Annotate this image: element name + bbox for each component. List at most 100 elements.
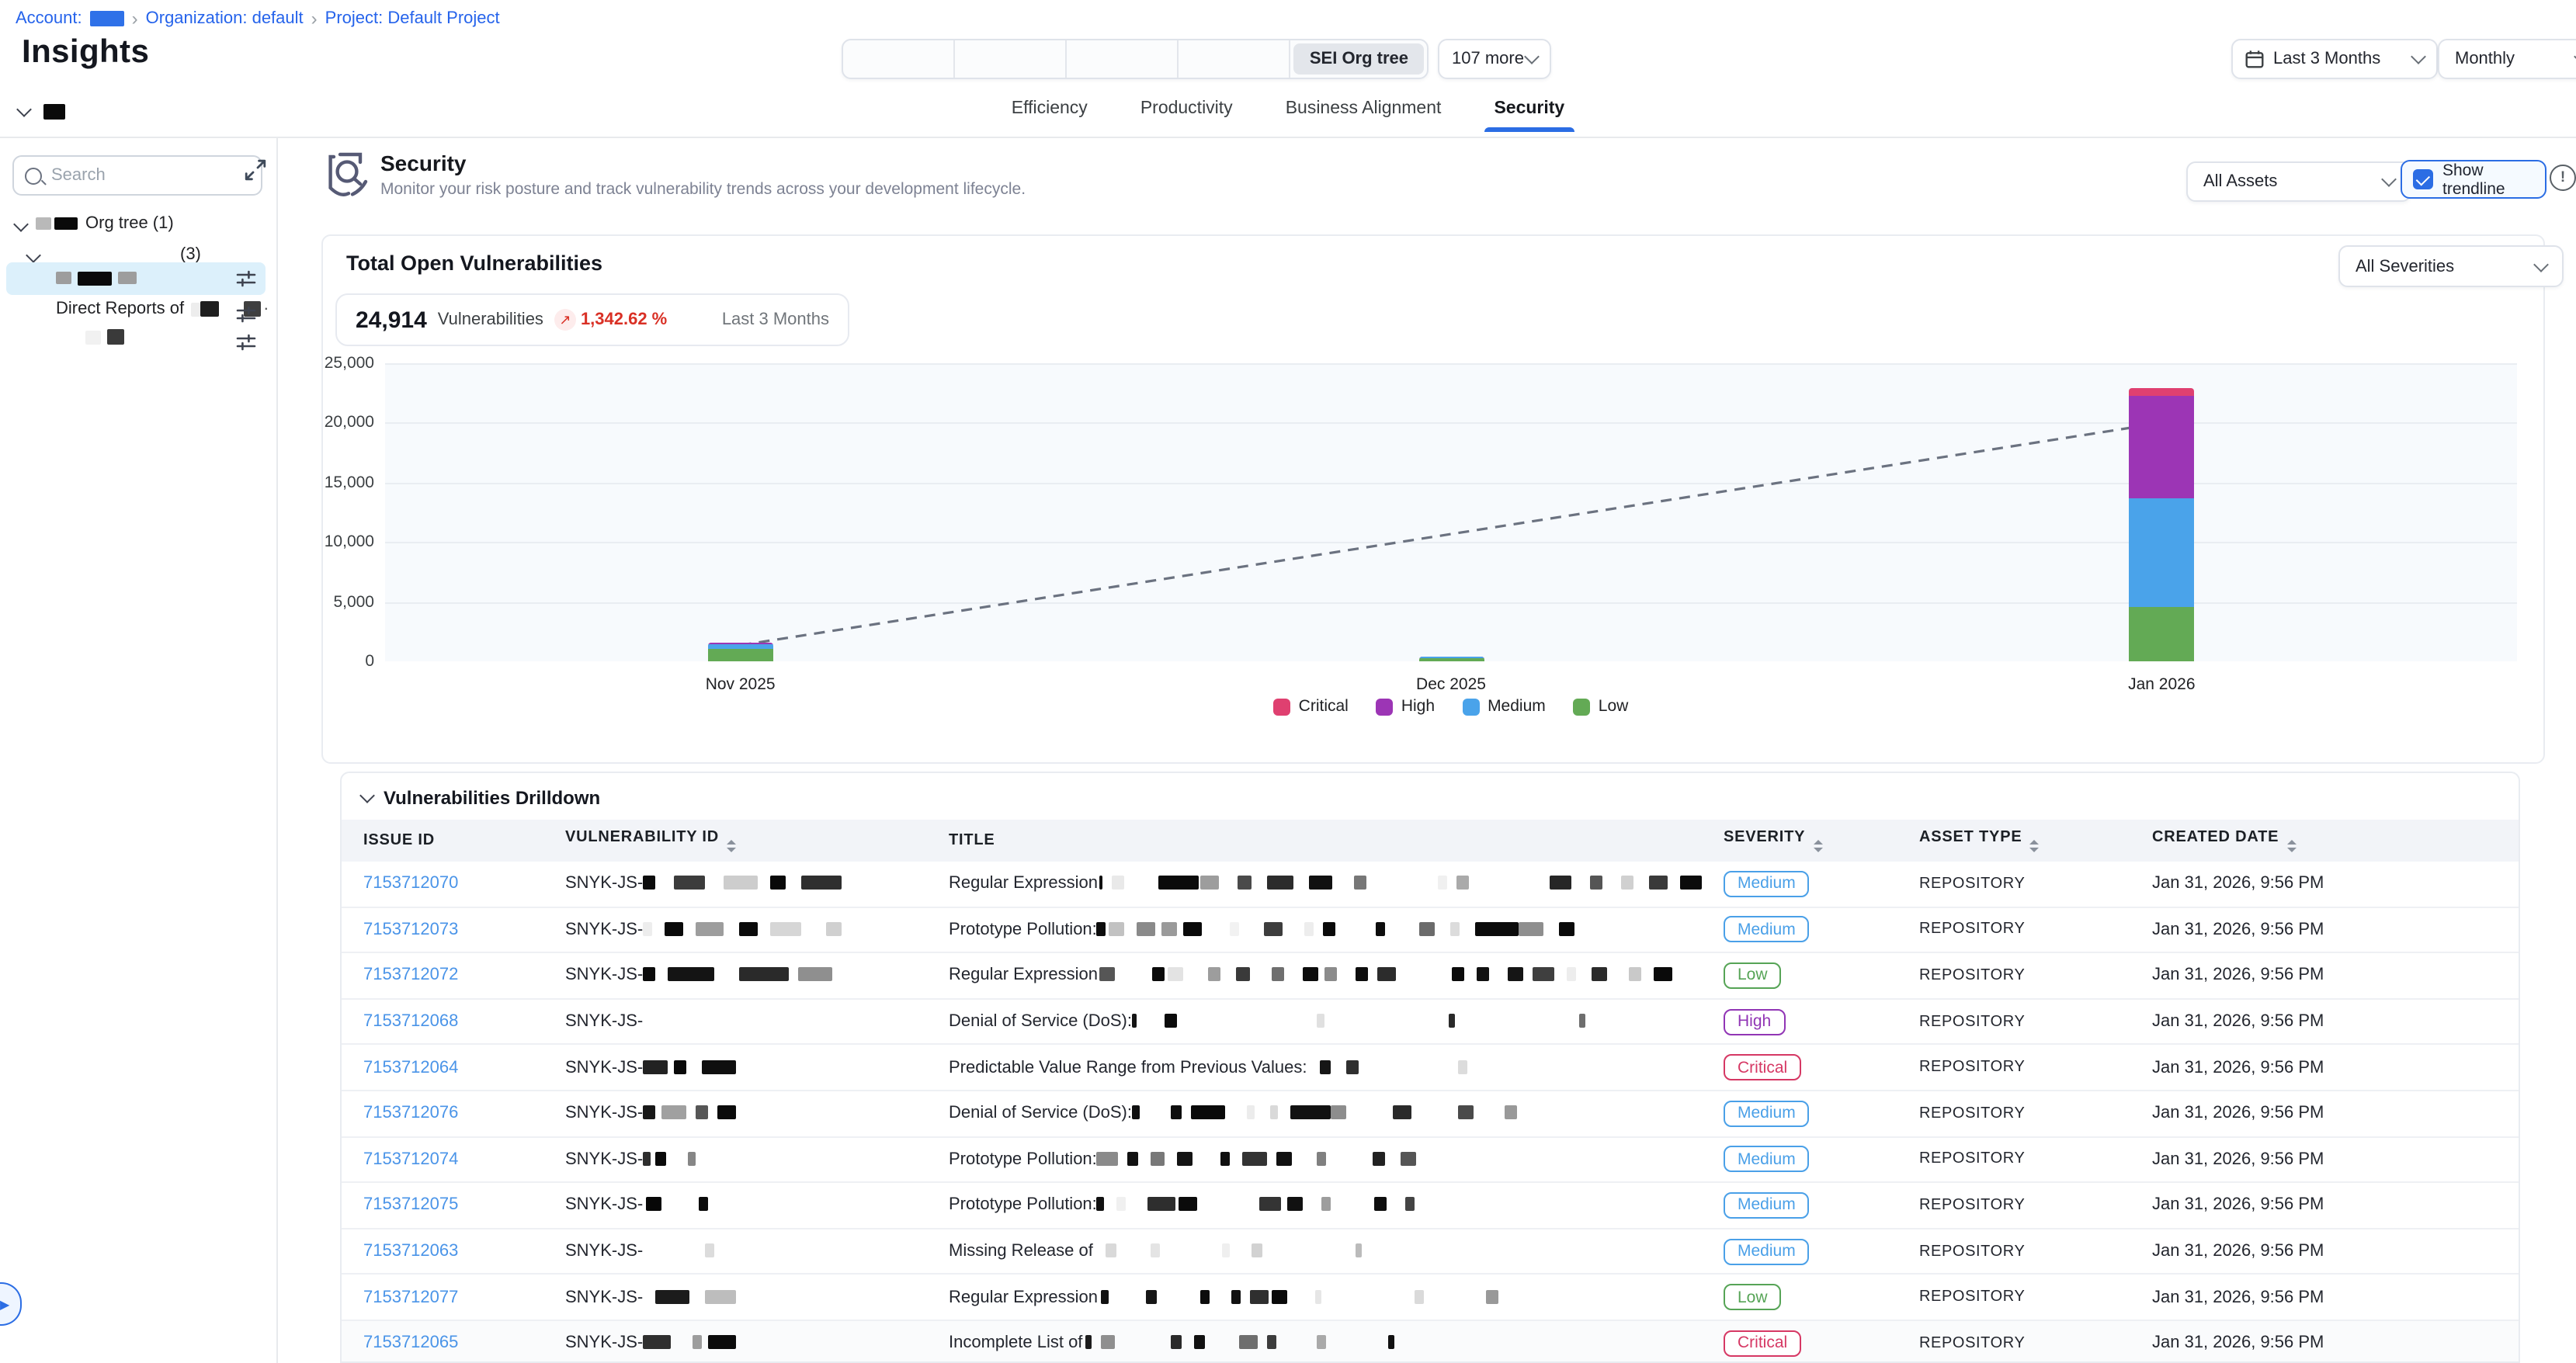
- created-date-cell: Jan 31, 2026, 9:56 PM: [2152, 1012, 2324, 1032]
- tree-root-row[interactable]: Org tree (1): [13, 214, 174, 233]
- vulnerability-id-cell: SNYK-JS-: [565, 1150, 949, 1169]
- issue-id-link[interactable]: 7153712073: [363, 920, 459, 939]
- issue-id-link[interactable]: 7153712072: [363, 966, 459, 985]
- info-icon[interactable]: !: [2550, 165, 2576, 191]
- breadcrumb-account[interactable]: Account:: [16, 9, 82, 28]
- issue-id-link[interactable]: 7153712063: [363, 1242, 459, 1261]
- breadcrumb-project[interactable]: Project: Default Project: [325, 9, 500, 28]
- table-row[interactable]: 7153712076 SNYK-JS- Denial of Service (DoS…: [342, 1091, 2519, 1138]
- table-row[interactable]: 7153712077 SNYK-JS- Regular Expression Low R…: [342, 1275, 2519, 1321]
- redacted-block: [688, 1151, 696, 1166]
- issue-id-cell: 7153712072: [342, 966, 565, 985]
- stacked-bar-jan-2026[interactable]: [2129, 388, 2195, 661]
- table-row[interactable]: 7153712068 SNYK-JS- Denial of Service (DoS…: [342, 1000, 2519, 1046]
- table-row[interactable]: 7153712075 SNYK-JS- Prototype Pollution: Me…: [342, 1183, 2519, 1229]
- issue-id-link[interactable]: 7153712074: [363, 1150, 459, 1169]
- org-unit-segment[interactable]: [1179, 40, 1291, 78]
- redacted-block: [1456, 876, 1469, 890]
- issue-id-link[interactable]: 7153712077: [363, 1288, 459, 1307]
- tree-item-direct-reports[interactable]: Direct Reports of ·: [56, 300, 269, 318]
- stacked-bar-dec-2025[interactable]: [1418, 656, 1484, 661]
- drilldown-header[interactable]: Vulnerabilities Drilldown: [342, 773, 2519, 820]
- sort-icon[interactable]: [2286, 840, 2297, 852]
- org-unit-segment[interactable]: [1067, 40, 1179, 78]
- table-row[interactable]: 7153712072 SNYK-JS- Regular Expression Low R…: [342, 953, 2519, 1000]
- date-range-select[interactable]: Last 3 Months: [2231, 39, 2438, 79]
- issue-id-link[interactable]: 7153712068: [363, 1012, 459, 1032]
- search-icon: [25, 167, 42, 184]
- column-header-label: VULNERABILITY ID: [565, 829, 719, 847]
- redacted-block: [1161, 921, 1178, 936]
- title-cell: Prototype Pollution:: [949, 921, 1724, 939]
- assets-filter-select[interactable]: All Assets: [2186, 161, 2411, 202]
- tab-productivity[interactable]: Productivity: [1140, 99, 1233, 118]
- issue-id-link[interactable]: 7153712065: [363, 1334, 459, 1353]
- created-date-cell: Jan 31, 2026, 9:56 PM: [2152, 1104, 2324, 1123]
- redacted-block: [1317, 1335, 1327, 1350]
- column-header-created-date[interactable]: CREATED DATE: [2152, 830, 2519, 852]
- severity-badge: High: [1724, 1008, 1786, 1035]
- expand-tree-icon[interactable]: [244, 158, 267, 182]
- trendline: [740, 421, 2162, 647]
- more-org-units-button[interactable]: 107 more: [1438, 39, 1552, 79]
- tree-item-selected[interactable]: [6, 262, 266, 295]
- tab-efficiency[interactable]: Efficiency: [1011, 99, 1088, 118]
- legend-swatch: [1463, 698, 1481, 715]
- redacted-block: [1315, 1289, 1321, 1304]
- redacted-block: [798, 967, 833, 982]
- tree-group-row[interactable]: (3): [26, 245, 201, 264]
- checkbox-checked-icon[interactable]: [2413, 169, 2433, 189]
- severity-badge: Medium: [1724, 1238, 1810, 1265]
- granularity-select[interactable]: Monthly: [2438, 39, 2576, 79]
- table-row[interactable]: 7153712063 SNYK-JS- Missing Release of Medi…: [342, 1229, 2519, 1275]
- redacted-block: [655, 1289, 690, 1304]
- org-unit-active-chip[interactable]: SEI Org tree: [1293, 43, 1425, 75]
- table-row[interactable]: 7153712070 SNYK-JS- Regular Expression Medi…: [342, 862, 2519, 908]
- tab-business-alignment[interactable]: Business Alignment: [1285, 99, 1442, 118]
- chart-section-title: Total Open Vulnerabilities: [346, 251, 603, 275]
- sort-icon[interactable]: [1813, 840, 1823, 852]
- gridline: [385, 422, 2517, 425]
- column-header-asset-type[interactable]: ASSET TYPE: [1919, 830, 2152, 852]
- redacted-block: [1419, 921, 1436, 936]
- org-unit-selector[interactable]: SEI Org tree: [842, 39, 1429, 79]
- org-search-input[interactable]: Search: [12, 155, 262, 196]
- breadcrumb-organization[interactable]: Organization: default: [145, 9, 304, 28]
- tree-item-leaf[interactable]: [85, 329, 124, 345]
- issue-id-link[interactable]: 7153712064: [363, 1058, 459, 1077]
- title-cell: Regular Expression: [949, 966, 1724, 985]
- sort-icon[interactable]: [2029, 840, 2040, 852]
- sidebar-expander-button[interactable]: ▶: [0, 1282, 22, 1326]
- redacted-block: [1590, 876, 1602, 890]
- column-header-severity[interactable]: SEVERITY: [1724, 830, 1919, 852]
- table-row[interactable]: 7153712073 SNYK-JS- Prototype Pollution: Me…: [342, 907, 2519, 954]
- org-unit-segment[interactable]: [843, 40, 956, 78]
- created-date-cell: Jan 31, 2026, 9:56 PM: [2152, 1195, 2324, 1215]
- filters-icon[interactable]: [236, 304, 256, 324]
- redacted-block: [1099, 967, 1115, 982]
- asset-type-cell: REPOSITORY: [1919, 1059, 2026, 1077]
- table-row[interactable]: 7153712064 SNYK-JS- Predictable Value Rang…: [342, 1046, 2519, 1091]
- filters-icon[interactable]: [236, 269, 256, 289]
- column-header-vulnerability-id[interactable]: VULNERABILITY ID: [565, 830, 949, 852]
- redacted-block: [1323, 921, 1336, 936]
- table-row[interactable]: 7153712074 SNYK-JS- Prototype Pollution: Me…: [342, 1137, 2519, 1184]
- redacted-block: [1105, 1243, 1116, 1258]
- issue-id-link[interactable]: 7153712075: [363, 1195, 459, 1215]
- table-row[interactable]: 7153712065 SNYK-JS- Incomplete List of Crit…: [342, 1320, 2519, 1361]
- issue-id-link[interactable]: 7153712076: [363, 1104, 459, 1123]
- stacked-bar-nov-2025[interactable]: [707, 642, 773, 661]
- filters-icon[interactable]: [236, 332, 256, 352]
- severity-filter-select[interactable]: All Severities: [2338, 245, 2564, 287]
- redacted-block: [1477, 967, 1489, 982]
- redacted-block: [1376, 921, 1386, 936]
- org-unit-segment[interactable]: [955, 40, 1068, 78]
- breadcrumb: Account: › Organization: default › Proje…: [16, 8, 500, 29]
- sort-up-arrow: [1813, 840, 1823, 845]
- chart-legend: Critical High Medium Low: [385, 697, 2517, 716]
- bar-segment-high: [1418, 656, 1484, 657]
- tab-security[interactable]: Security: [1484, 93, 1575, 132]
- show-trendline-toggle[interactable]: Show trendline: [2401, 160, 2546, 199]
- sort-icon[interactable]: [727, 840, 736, 852]
- issue-id-link[interactable]: 7153712070: [363, 874, 459, 893]
